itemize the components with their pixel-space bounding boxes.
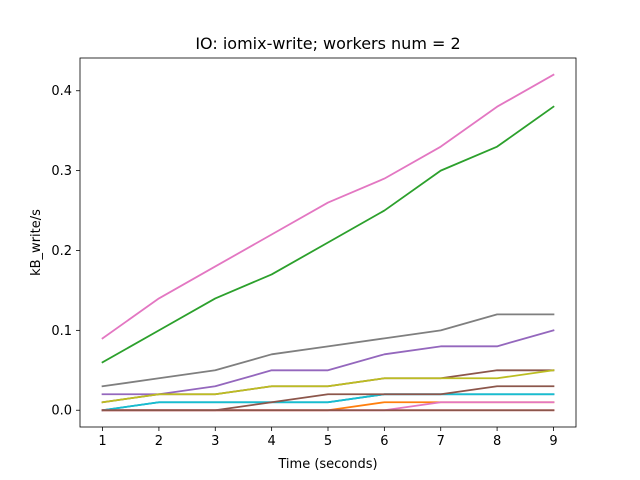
x-tick-label: 4 [267, 434, 275, 449]
x-tick-label: 9 [549, 434, 557, 449]
x-tick-label: 5 [324, 434, 332, 449]
y-tick-label: 0.0 [51, 404, 72, 419]
series-line-5 [101, 329, 555, 396]
chart-title: IO: iomix-write; workers num = 2 [195, 34, 460, 53]
x-axis-label: Time (seconds) [277, 457, 377, 472]
y-axis-ticks: 0.0 0.1 0.2 0.3 0.4 [51, 84, 80, 419]
x-tick-label: 1 [98, 434, 106, 449]
x-tick-label: 3 [211, 434, 219, 449]
series-line-7 [101, 73, 555, 340]
y-tick-label: 0.3 [51, 164, 72, 179]
y-tick-label: 0.2 [51, 244, 72, 259]
x-tick-label: 7 [437, 434, 445, 449]
x-tick-label: 6 [380, 434, 388, 449]
series-line-9 [101, 369, 555, 404]
series-layer [101, 73, 555, 412]
series-line-10 [101, 393, 555, 412]
x-tick-label: 2 [155, 434, 163, 449]
x-axis-ticks: 1 2 3 4 5 6 7 8 9 [98, 427, 558, 449]
y-axis-label: kB_write/s [29, 209, 44, 276]
y-tick-label: 0.4 [51, 84, 72, 99]
series-line-3 [101, 105, 555, 364]
y-tick-label: 0.1 [51, 324, 72, 339]
series-line-8 [101, 313, 555, 388]
x-tick-label: 8 [493, 434, 501, 449]
